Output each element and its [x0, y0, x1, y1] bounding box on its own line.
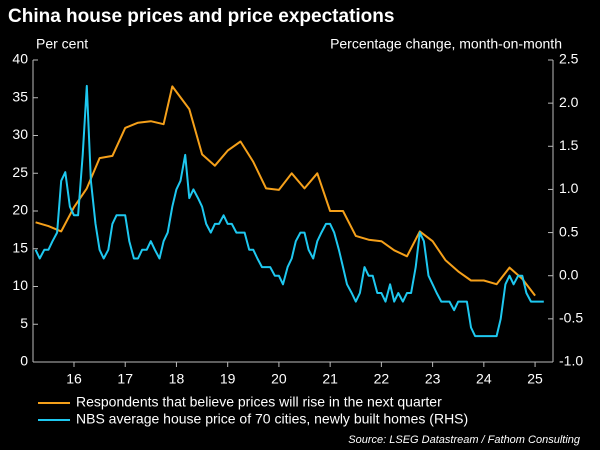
y-tick-label: 30 [12, 126, 28, 142]
y2-tick-label: 2.0 [559, 94, 579, 110]
y-tick-label: 25 [12, 164, 28, 180]
y-tick-label: 15 [12, 239, 28, 255]
x-tick-label: 16 [66, 371, 82, 387]
y-tick-label: 0 [20, 353, 28, 369]
y-tick-label: 40 [12, 51, 28, 67]
y2-tick-label: -1.0 [559, 353, 583, 369]
chart-title: China house prices and price expectation… [8, 6, 394, 27]
y2-axis-label: Percentage change, month-on-month [330, 36, 562, 52]
y-tick-label: 5 [20, 315, 28, 331]
x-tick-label: 22 [374, 371, 390, 387]
x-tick-label: 19 [220, 371, 236, 387]
x-tick-label: 17 [117, 371, 133, 387]
y-tick-label: 35 [12, 88, 28, 104]
y2-tick-label: 0.0 [559, 266, 579, 282]
series-line [34, 84, 544, 338]
x-tick-label: 18 [169, 371, 185, 387]
y2-tick-label: 1.0 [559, 180, 579, 196]
y2-tick-label: 0.5 [559, 223, 579, 239]
x-tick-label: 24 [476, 371, 492, 387]
legend-label: NBS average house price of 70 cities, ne… [76, 411, 468, 427]
source: Source: LSEG Datastream / Fathom Consult… [348, 434, 581, 446]
y2-tick-label: 1.5 [559, 137, 579, 153]
y2-tick-label: 2.5 [559, 51, 579, 67]
x-tick-label: 25 [527, 371, 543, 387]
x-tick-label: 20 [271, 371, 287, 387]
legend-label: Respondents that believe prices will ris… [76, 394, 442, 410]
y-tick-label: 20 [12, 202, 28, 218]
x-tick-label: 21 [322, 371, 338, 387]
y-axis-label: Per cent [36, 36, 88, 52]
x-tick-label: 23 [425, 371, 441, 387]
y-tick-label: 10 [12, 277, 28, 293]
series-line [35, 85, 536, 297]
y2-tick-label: -0.5 [559, 310, 583, 326]
